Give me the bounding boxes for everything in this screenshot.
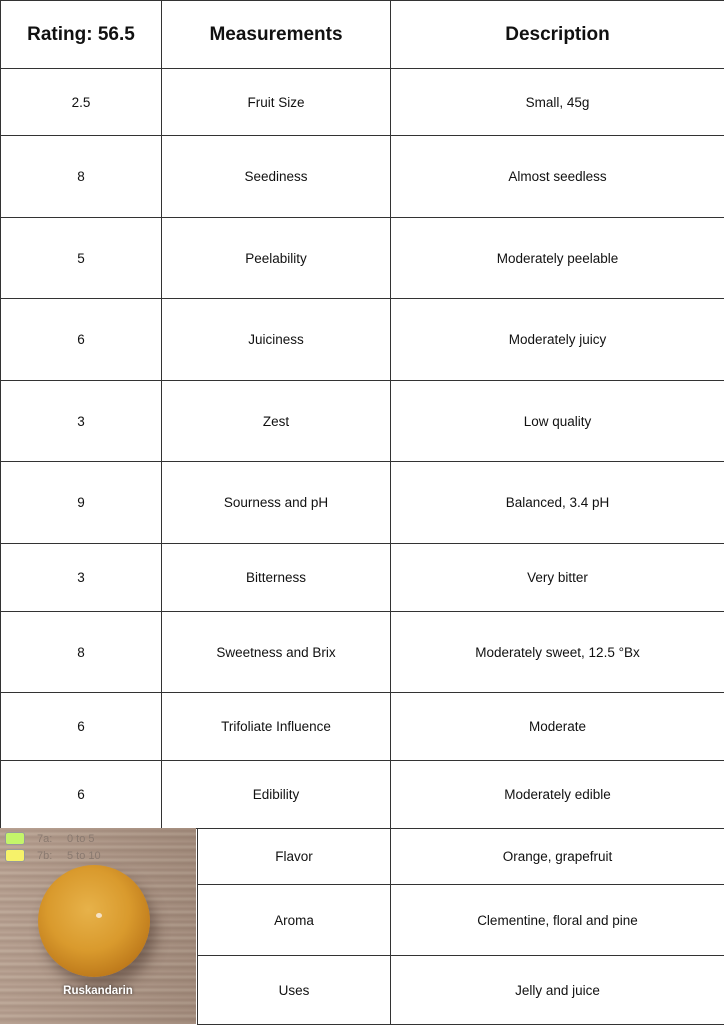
- score-cell: 6: [1, 693, 162, 761]
- description-cell: Moderately juicy: [391, 299, 724, 381]
- measurement-cell: Juiciness: [162, 299, 391, 381]
- description-header: Description: [391, 1, 724, 69]
- measurements-header: Measurements: [162, 1, 391, 69]
- score-cell: 2.5: [1, 69, 162, 136]
- score-cell: 8: [1, 612, 162, 693]
- description-cell: Small, 45g: [391, 69, 724, 136]
- score-cell: 3: [1, 544, 162, 612]
- photo-caption: Ruskandarin: [63, 985, 133, 997]
- description-cell: Jelly and juice: [391, 956, 724, 1025]
- description-cell: Clementine, floral and pine: [391, 885, 724, 956]
- description-cell: Balanced, 3.4 pH: [391, 462, 724, 544]
- description-cell: Moderately edible: [391, 761, 724, 829]
- measurement-cell: Flavor: [197, 829, 391, 885]
- description-cell: Almost seedless: [391, 136, 724, 218]
- measurement-cell: Sweetness and Brix: [162, 612, 391, 693]
- legend-item-7b: 7b: 5 to 10: [5, 849, 101, 862]
- legend-swatch: [5, 832, 25, 845]
- score-cell: 5: [1, 218, 162, 299]
- score-cell: 6: [1, 299, 162, 381]
- measurement-cell: Sourness and pH: [162, 462, 391, 544]
- legend-key: 7b:: [37, 849, 53, 862]
- description-cell: Very bitter: [391, 544, 724, 612]
- description-cell: Moderately peelable: [391, 218, 724, 299]
- description-cell: Moderate: [391, 693, 724, 761]
- score-cell: 3: [1, 381, 162, 462]
- score-cell: 8: [1, 136, 162, 218]
- measurement-cell: Edibility: [162, 761, 391, 829]
- legend-range: 5 to 10: [67, 849, 101, 862]
- description-cell: Orange, grapefruit: [391, 829, 724, 885]
- measurement-cell: Seediness: [162, 136, 391, 218]
- legend-item-7a: 7a: 0 to 5: [5, 832, 95, 845]
- description-cell: Moderately sweet, 12.5 °Bx: [391, 612, 724, 693]
- score-cell: 9: [1, 462, 162, 544]
- measurement-cell: Peelability: [162, 218, 391, 299]
- fruit-photo: 7a: 0 to 5 7b: 5 to 10 Ruskandarin: [0, 828, 196, 1024]
- legend-range: 0 to 5: [67, 832, 95, 845]
- description-cell: Low quality: [391, 381, 724, 462]
- measurement-cell: Fruit Size: [162, 69, 391, 136]
- measurement-cell: Aroma: [197, 885, 391, 956]
- rating-header: Rating: 56.5: [1, 1, 162, 69]
- measurement-cell: Trifoliate Influence: [162, 693, 391, 761]
- measurement-cell: Zest: [162, 381, 391, 462]
- measurement-cell: Bitterness: [162, 544, 391, 612]
- legend-swatch: [5, 849, 25, 862]
- orange-fruit-image: [38, 865, 150, 977]
- score-cell: 6: [1, 761, 162, 829]
- measurement-cell: Uses: [197, 956, 391, 1025]
- legend-key: 7a:: [37, 832, 53, 845]
